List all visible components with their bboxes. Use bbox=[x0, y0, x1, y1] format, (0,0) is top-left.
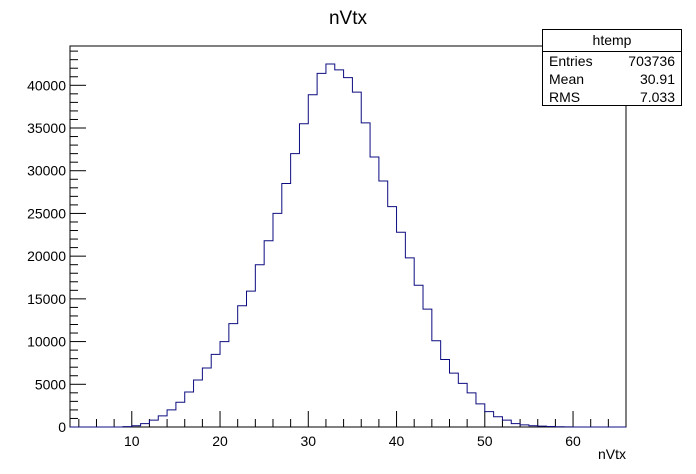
y-tick-label: 25000 bbox=[27, 205, 66, 221]
histogram-bin bbox=[449, 373, 458, 427]
histogram-bin bbox=[388, 207, 397, 427]
histogram-bin bbox=[511, 424, 520, 427]
histogram-bin bbox=[308, 95, 317, 427]
x-tick-label: 10 bbox=[124, 433, 140, 449]
histogram-bin bbox=[361, 123, 370, 427]
stats-value: 7.033 bbox=[639, 89, 675, 105]
histogram-bin bbox=[405, 258, 414, 427]
histogram-outline bbox=[70, 63, 626, 428]
histogram-bin bbox=[264, 241, 273, 427]
histogram-bin bbox=[494, 417, 503, 427]
histogram-bin bbox=[291, 154, 300, 427]
stats-value: 30.91 bbox=[639, 71, 675, 87]
histogram-bin bbox=[414, 285, 423, 427]
histogram-bin bbox=[211, 354, 220, 427]
histogram-bin bbox=[238, 306, 247, 427]
histogram-bin bbox=[370, 157, 379, 427]
chart-title: nVtx bbox=[329, 8, 368, 29]
histogram-bin bbox=[167, 410, 176, 427]
histogram-bin bbox=[185, 392, 194, 427]
histogram-bin bbox=[423, 309, 432, 427]
histogram-bin bbox=[149, 420, 158, 427]
y-tick-label: 0 bbox=[58, 419, 66, 435]
histogram-bin bbox=[476, 404, 485, 427]
histogram-bin bbox=[432, 341, 441, 427]
histogram-bin bbox=[158, 416, 167, 427]
stats-box: htemp Entries 703736 Mean 30.91 RMS 7.03… bbox=[542, 29, 682, 106]
histogram-bin bbox=[194, 380, 203, 427]
histogram-bin bbox=[485, 412, 494, 427]
stats-label: Entries bbox=[549, 53, 593, 69]
y-tick-label: 40000 bbox=[27, 77, 66, 93]
histogram-bin bbox=[326, 64, 335, 427]
stats-row-mean: Mean 30.91 bbox=[549, 70, 675, 88]
y-tick-label: 5000 bbox=[35, 376, 66, 392]
y-tick-label: 35000 bbox=[27, 120, 66, 136]
x-tick-label: 60 bbox=[565, 433, 581, 449]
stats-title: htemp bbox=[543, 30, 681, 52]
x-tick-label: 20 bbox=[212, 433, 228, 449]
histogram-bin bbox=[344, 78, 353, 427]
histogram-bin bbox=[502, 420, 511, 427]
stats-row-entries: Entries 703736 bbox=[549, 52, 675, 70]
histogram-bin bbox=[176, 402, 185, 427]
histogram-bin bbox=[317, 73, 326, 427]
x-axis-label: nVtx bbox=[598, 446, 626, 462]
stats-row-rms: RMS 7.033 bbox=[549, 88, 675, 106]
histogram-bin bbox=[247, 291, 256, 427]
stats-label: Mean bbox=[549, 71, 585, 87]
x-tick-label: 40 bbox=[389, 433, 405, 449]
plot-frame bbox=[69, 45, 627, 428]
stats-label: RMS bbox=[549, 89, 581, 105]
x-tick-label: 30 bbox=[300, 433, 316, 449]
y-tick-label: 15000 bbox=[27, 291, 66, 307]
y-tick-label: 20000 bbox=[27, 248, 66, 264]
histogram-bin bbox=[220, 342, 229, 427]
histogram-bin bbox=[273, 213, 282, 427]
histogram-bin bbox=[352, 92, 361, 427]
x-axis: 10 20 30 40 50 60 bbox=[78, 411, 627, 449]
histogram-bin bbox=[141, 424, 150, 427]
histogram-bin bbox=[229, 324, 238, 427]
histogram-bin bbox=[397, 232, 406, 427]
histogram-bin bbox=[299, 124, 308, 427]
histogram-bin bbox=[202, 368, 211, 427]
histogram-bin bbox=[458, 383, 467, 427]
histogram-bin bbox=[255, 265, 264, 427]
histogram-bin bbox=[379, 181, 388, 427]
histogram-bin bbox=[441, 360, 450, 427]
stats-value: 703736 bbox=[628, 53, 675, 69]
y-tick-label: 10000 bbox=[27, 334, 66, 350]
histogram-bin bbox=[335, 70, 344, 427]
y-tick-label: 30000 bbox=[27, 163, 66, 179]
histogram-bin bbox=[467, 393, 476, 427]
histogram-bin bbox=[282, 184, 291, 427]
histogram-bins bbox=[123, 64, 573, 427]
x-tick-label: 50 bbox=[477, 433, 493, 449]
y-axis: 0 5000 10000 15000 20000 25000 30000 35000 40000 bbox=[27, 50, 86, 435]
